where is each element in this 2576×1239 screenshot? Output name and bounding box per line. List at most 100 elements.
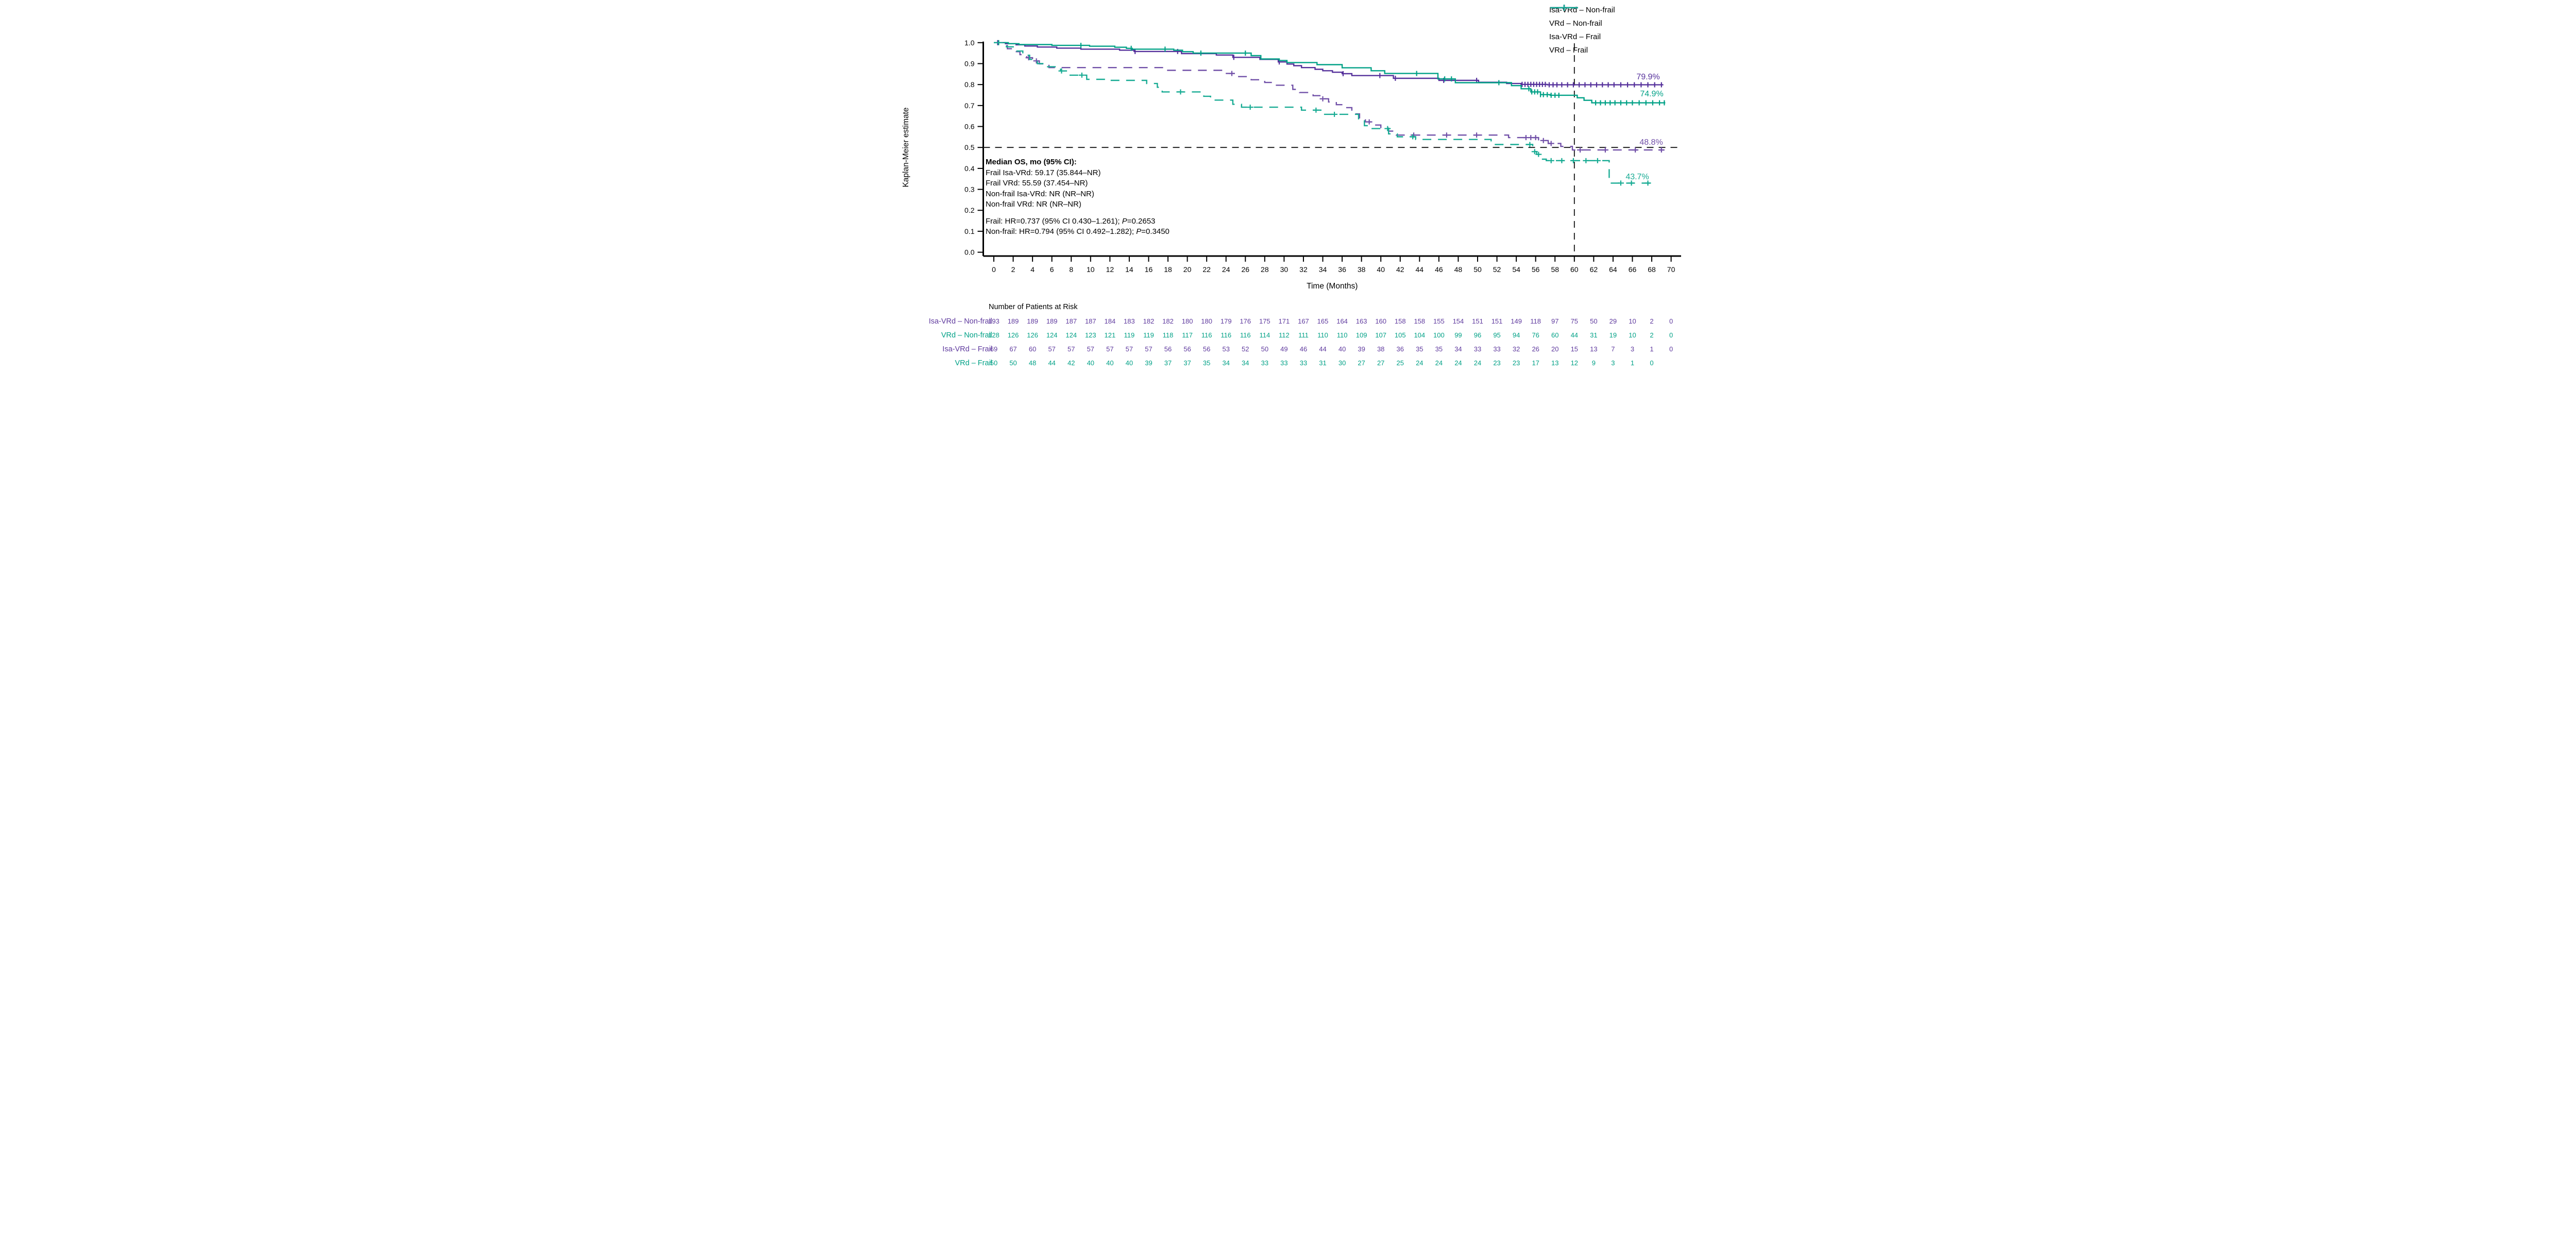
y-tick-label: 0.3 — [964, 185, 975, 194]
risk-count: 116 — [1221, 331, 1232, 339]
legend-label: VRd – Frail — [1549, 45, 1588, 55]
legend: Isa-VRd – Non-frail VRd – Non-frail Isa-… — [1549, 3, 1615, 57]
risk-count: 56 — [1183, 345, 1191, 353]
risk-count: 160 — [1375, 317, 1387, 325]
y-tick-label: 0.2 — [964, 206, 975, 214]
risk-count: 25 — [1396, 359, 1404, 367]
median-line: Frail Isa-VRd: 59.17 (35.844–NR) — [986, 168, 1101, 177]
risk-count: 124 — [1046, 331, 1058, 339]
risk-count: 24 — [1435, 359, 1443, 367]
legend-label: VRd – Non-frail — [1549, 19, 1602, 28]
risk-count: 10 — [1629, 331, 1636, 339]
y-tick-label: 0.7 — [964, 101, 975, 110]
risk-row: Isa-VRd – Frail 69 67 60 57 57 57 57 57 57 56 56 56 5… — [890, 345, 1686, 355]
risk-count: 1 — [1650, 345, 1654, 353]
median-line: Non-frail Isa-VRd: NR (NR–NR) — [986, 189, 1094, 198]
risk-count: 48 — [1028, 359, 1037, 367]
x-tick-label: 0 — [992, 265, 996, 274]
risk-count: 187 — [1065, 317, 1077, 325]
risk-count: 12 — [1570, 359, 1579, 367]
risk-count: 44 — [1319, 345, 1327, 353]
risk-count: 155 — [1433, 317, 1445, 325]
risk-count: 33 — [1299, 359, 1308, 367]
risk-count: 0 — [1669, 331, 1673, 339]
x-tick-label: 68 — [1648, 265, 1656, 274]
x-tick-label: 28 — [1261, 265, 1269, 274]
risk-count: 44 — [1048, 359, 1056, 367]
risk-count: 107 — [1375, 331, 1387, 339]
risk-count: 111 — [1298, 331, 1309, 339]
risk-count: 35 — [1435, 345, 1443, 353]
risk-count: 189 — [1007, 317, 1019, 325]
x-tick-label: 54 — [1512, 265, 1520, 274]
risk-count: 33 — [1280, 359, 1288, 367]
risk-count: 29 — [1609, 317, 1617, 325]
x-tick-label: 8 — [1069, 265, 1073, 274]
risk-count: 94 — [1512, 331, 1520, 339]
risk-count: 193 — [988, 317, 999, 325]
risk-count: 56 — [1202, 345, 1211, 353]
x-tick-label: 34 — [1319, 265, 1327, 274]
median-line: Frail VRd: 55.59 (37.454–NR) — [986, 179, 1088, 188]
x-tick-label: 42 — [1396, 265, 1404, 274]
risk-count: 75 — [1570, 317, 1579, 325]
risk-count: 60 — [1028, 345, 1037, 353]
risk-count: 104 — [1414, 331, 1426, 339]
x-tick-label: 52 — [1493, 265, 1501, 274]
y-tick-label: 0.9 — [964, 59, 975, 67]
risk-count: 57 — [1125, 345, 1133, 353]
risk-count: 40 — [1125, 359, 1133, 367]
risk-count: 1 — [1630, 359, 1635, 367]
risk-count: 23 — [1493, 359, 1501, 367]
risk-count: 50 — [990, 359, 998, 367]
risk-count: 109 — [1355, 331, 1367, 339]
risk-count: 30 — [1338, 359, 1346, 367]
risk-count: 158 — [1414, 317, 1426, 325]
y-tick-label: 0.5 — [964, 143, 975, 151]
risk-row-label: Isa-VRd – Frail — [942, 345, 992, 353]
risk-count: 128 — [988, 331, 999, 339]
y-axis-title: Kaplan-Meier estimate — [902, 107, 910, 187]
x-tick-label: 58 — [1551, 265, 1559, 274]
risk-count: 37 — [1183, 359, 1191, 367]
risk-count: 33 — [1493, 345, 1501, 353]
risk-count: 151 — [1491, 317, 1503, 325]
risk-count: 3 — [1611, 359, 1615, 367]
risk-count: 13 — [1551, 359, 1559, 367]
risk-count: 15 — [1570, 345, 1579, 353]
risk-count: 40 — [1106, 359, 1114, 367]
risk-count: 121 — [1104, 331, 1116, 339]
x-tick-label: 14 — [1125, 265, 1133, 274]
risk-count: 35 — [1416, 345, 1423, 353]
risk-count: 31 — [1590, 331, 1598, 339]
risk-count: 100 — [1433, 331, 1445, 339]
risk-count: 175 — [1259, 317, 1270, 325]
x-tick-label: 26 — [1241, 265, 1249, 274]
risk-count: 171 — [1278, 317, 1290, 325]
risk-count: 126 — [1007, 331, 1019, 339]
x-tick-label: 60 — [1570, 265, 1579, 274]
risk-count: 179 — [1220, 317, 1232, 325]
risk-count: 110 — [1336, 331, 1348, 339]
risk-count: 27 — [1358, 359, 1365, 367]
x-tick-label: 46 — [1435, 265, 1443, 274]
risk-count: 57 — [1145, 345, 1153, 353]
rate-label-74.9%: 74.9% — [1640, 90, 1663, 98]
x-tick-label: 38 — [1358, 265, 1366, 274]
risk-count: 0 — [1669, 345, 1673, 353]
risk-count: 76 — [1532, 331, 1539, 339]
risk-count: 42 — [1067, 359, 1075, 367]
y-tick-label: 0.4 — [964, 164, 975, 173]
risk-count: 187 — [1084, 317, 1096, 325]
risk-count: 0 — [1669, 317, 1673, 325]
x-tick-label: 36 — [1338, 265, 1346, 274]
risk-count: 114 — [1259, 331, 1270, 339]
risk-count: 184 — [1104, 317, 1116, 325]
risk-count: 176 — [1240, 317, 1251, 325]
rate-label-79.9%: 79.9% — [1636, 73, 1659, 81]
risk-count: 10 — [1629, 317, 1636, 325]
risk-count: 158 — [1394, 317, 1406, 325]
risk-count: 33 — [1473, 345, 1482, 353]
risk-count: 23 — [1512, 359, 1520, 367]
risk-count: 24 — [1454, 359, 1462, 367]
